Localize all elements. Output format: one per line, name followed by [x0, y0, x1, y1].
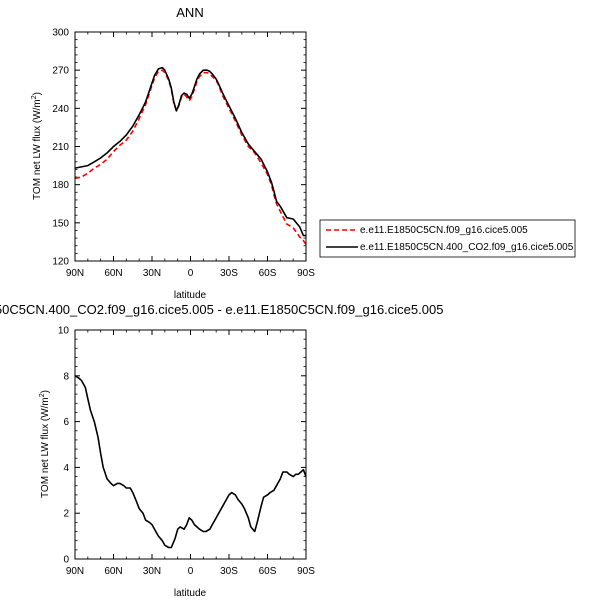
bottom-chart-ytick-label: 0	[63, 555, 69, 566]
bottom-chart-ytick-label: 10	[58, 326, 70, 337]
top-chart-ytick-label: 180	[52, 180, 69, 191]
legend-box	[319, 219, 576, 258]
top-chart-xtick-label: 90N	[66, 268, 84, 279]
top-chart-title: ANN	[176, 5, 203, 20]
bottom-chart-xtick-label: 30S	[220, 566, 238, 577]
top-chart-ticks: 90N 60N 30N 0 30S 60S 90S 120 150 180 210 240 270 300	[52, 28, 315, 280]
bottom-chart-frame	[74, 329, 307, 560]
bottom-chart-xtick-label: 60N	[104, 566, 122, 577]
top-chart-xlabel: latitude	[174, 290, 207, 301]
top-chart-ytick-label: 240	[52, 104, 69, 115]
top-chart-ytick-label: 270	[52, 66, 69, 77]
top-chart-xtick-label: 30N	[143, 268, 161, 279]
bottom-chart-xtick-label: 0	[188, 566, 194, 577]
bottom-chart: e.e11.E1850C5CN.400_CO2.f09_g16.cice5.00…	[0, 302, 443, 599]
bottom-chart-xtick-label: 60S	[259, 566, 277, 577]
top-chart-xtick-label: 90S	[297, 268, 315, 279]
bottom-chart-xtick-label: 90N	[66, 566, 84, 577]
top-chart-ytick-label: 210	[52, 142, 69, 153]
bottom-chart-ylabel: TOM net LW flux (W/m2)	[39, 390, 51, 498]
top-chart-ytick-label: 150	[52, 218, 69, 229]
legend-label-control: e.e11.E1850C5CN.f09_g16.cice5.005	[360, 225, 528, 236]
top-chart-series	[74, 66, 307, 245]
top-chart-ylabel: TOM net LW flux (W/m2)	[31, 92, 43, 200]
top-chart-xtick-label: 30S	[220, 268, 238, 279]
legend-label-co2: e.e11.E1850C5CN.400_CO2.f09_g16.cice5.00…	[360, 242, 574, 253]
top-chart-xtick-label: 60N	[104, 268, 122, 279]
top-chart-xtick-label: 0	[188, 268, 194, 279]
bottom-chart-ylabel-sup: 2	[39, 393, 46, 397]
top-chart-ylabel-close: )	[32, 92, 43, 95]
top-chart-ytick-label: 300	[52, 28, 69, 39]
top-chart-ytick-label: 120	[52, 257, 69, 268]
bottom-chart-ytick-label: 2	[63, 509, 69, 520]
bottom-chart-ylabel-close: )	[40, 390, 51, 393]
top-chart-frame	[74, 31, 307, 262]
top-chart: ANN 90N 60N 30N 0 30S 60S 90S 120 150 180 210 240 27…	[31, 5, 576, 301]
bottom-chart-xtick-label: 30N	[143, 566, 161, 577]
bottom-chart-xtick-label: 90S	[297, 566, 315, 577]
bottom-chart-xlabel: latitude	[174, 588, 207, 599]
bottom-chart-ytick-label: 4	[63, 463, 69, 474]
top-chart-xtick-label: 60S	[259, 268, 277, 279]
top-chart-ylabel-sup: 2	[31, 95, 38, 99]
top-chart-series-line-1	[74, 66, 306, 237]
bottom-chart-ticks: 90N 60N 30N 0 30S 60S 90S 0 2 4 6 8 10	[58, 326, 315, 578]
top-chart-series-line-0	[74, 69, 307, 245]
bottom-chart-title: e.e11.E1850C5CN.400_CO2.f09_g16.cice5.00…	[0, 302, 443, 317]
bottom-chart-series	[74, 375, 307, 549]
bottom-chart-series-line-0	[74, 375, 307, 549]
bottom-chart-ylabel-main: TOM net LW flux (W/m	[40, 397, 51, 498]
top-chart-ylabel-main: TOM net LW flux (W/m	[32, 99, 43, 200]
bottom-chart-ytick-label: 6	[63, 417, 69, 428]
top-chart-legend: e.e11.E1850C5CN.f09_g16.cice5.005 e.e11.…	[319, 219, 576, 258]
bottom-chart-ytick-label: 8	[63, 371, 69, 382]
